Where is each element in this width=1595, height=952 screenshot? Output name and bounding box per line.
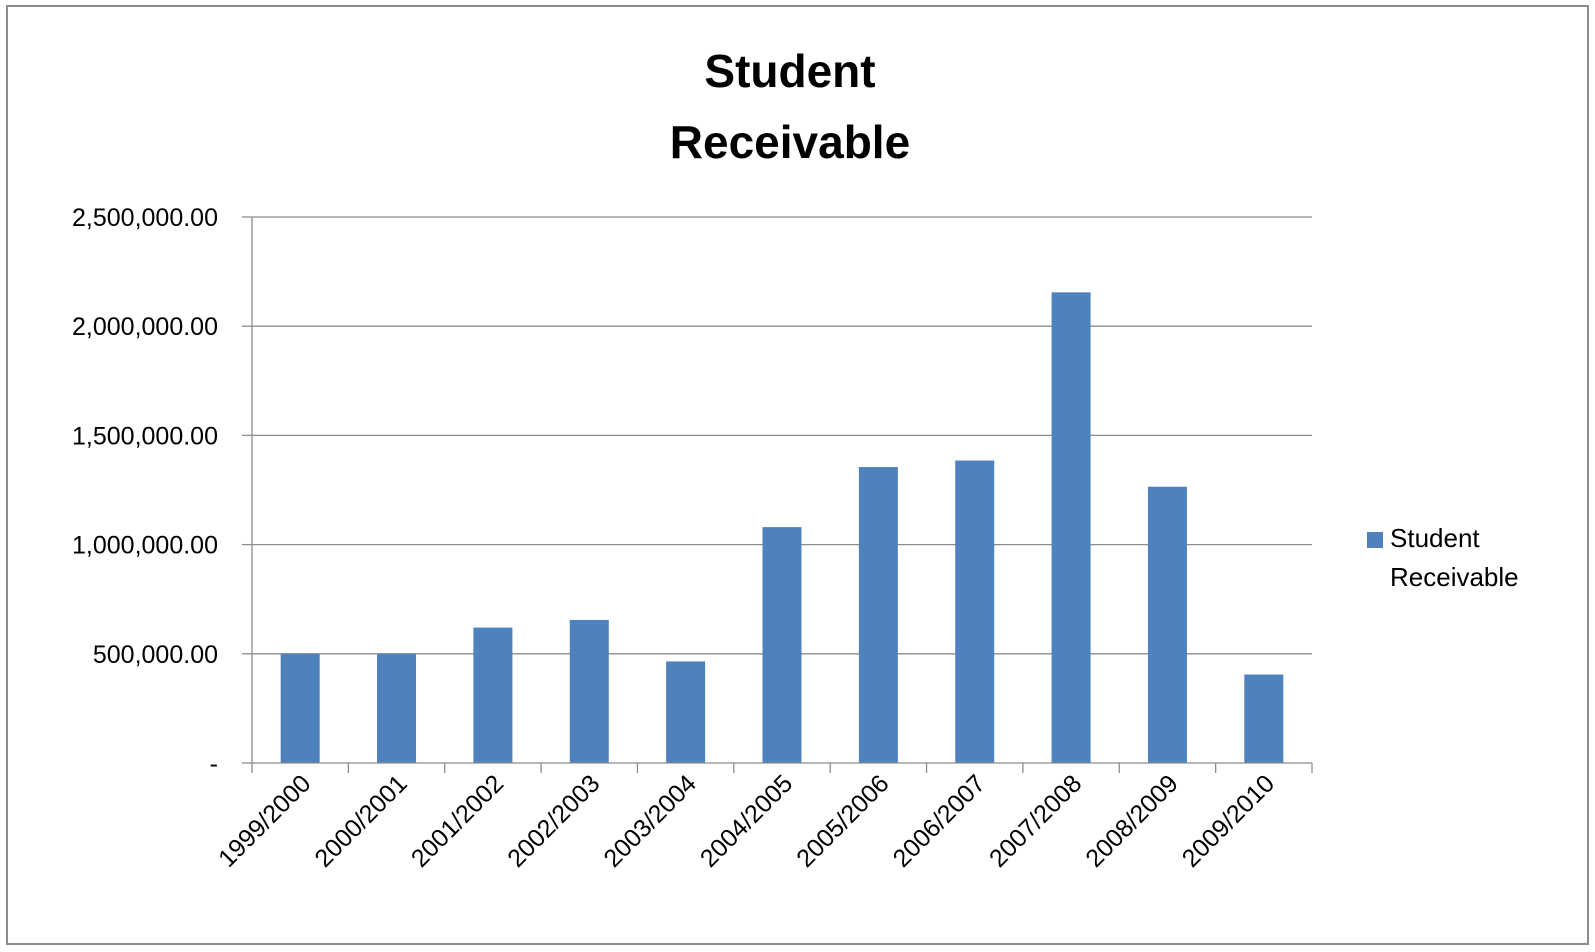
chart-title-line-2: Receivable: [670, 116, 910, 168]
legend: Student Receivable: [1367, 523, 1519, 592]
x-tick-label: 2000/2001: [309, 769, 412, 872]
bar: [473, 627, 513, 763]
y-tick-label: 2,000,000.00: [72, 313, 218, 341]
axes: [251, 217, 1313, 773]
y-tick-label: 1,000,000.00: [72, 532, 218, 560]
x-tick-label: 2005/2006: [791, 769, 894, 872]
y-tick-label: 500,000.00: [93, 641, 218, 669]
bars: [280, 292, 1284, 763]
bar: [1244, 674, 1284, 763]
y-axis-tick-labels: - 500,000.00 1,000,000.00 1,500,000.00 2,000…: [72, 204, 218, 778]
bar: [1051, 292, 1091, 763]
legend-swatch: [1367, 532, 1383, 548]
bar: [858, 467, 898, 763]
bar: [666, 661, 706, 763]
gridlines: [242, 216, 1312, 764]
x-tick-label: 1999/2000: [213, 769, 316, 872]
chart-frame: [6, 5, 1589, 945]
legend-label-line-1: Student: [1390, 523, 1480, 553]
x-tick-label: 2003/2004: [599, 769, 702, 872]
x-tick-label: 2009/2010: [1177, 769, 1280, 872]
y-tick-label: -: [210, 750, 218, 778]
x-tick-label: 2002/2003: [502, 769, 605, 872]
chart-title: Student Receivable: [670, 45, 910, 168]
chart-title-line-1: Student: [704, 45, 875, 97]
y-tick-label: 2,500,000.00: [72, 204, 218, 232]
x-tick-label: 2004/2005: [695, 769, 798, 872]
x-tick-label: 2007/2008: [984, 769, 1087, 872]
bar: [955, 460, 995, 763]
bar: [280, 653, 320, 763]
y-tick-label: 1,500,000.00: [72, 422, 218, 450]
bar: [1147, 486, 1187, 763]
x-tick-label: 2006/2007: [888, 769, 991, 872]
x-tick-label: 2001/2002: [406, 769, 509, 872]
bar: [377, 653, 417, 763]
bar: [569, 619, 609, 763]
bar: [762, 527, 802, 763]
x-tick-label: 2008/2009: [1080, 769, 1183, 872]
x-axis-tick-labels: 1999/20002000/20012001/20022002/20032003…: [213, 769, 1280, 872]
legend-label-line-2: Receivable: [1390, 562, 1519, 592]
